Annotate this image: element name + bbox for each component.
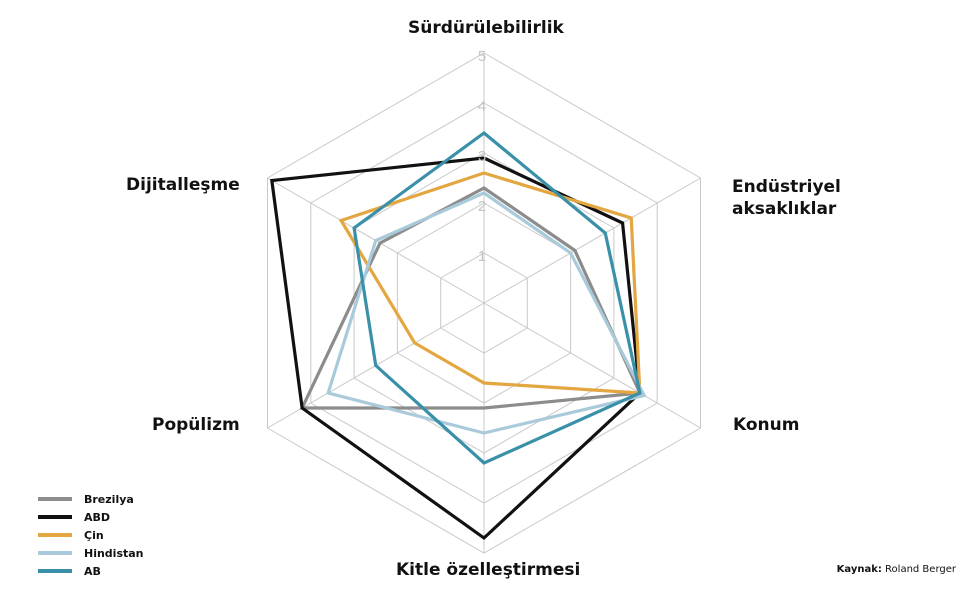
legend-label: AB (84, 564, 101, 578)
scale-ticks: 1 2 3 4 5 (478, 48, 486, 265)
series-line-abd (270, 156, 642, 541)
legend-item-abd: ABD (38, 508, 144, 526)
legend-item-ab: AB (38, 562, 144, 580)
legend-item-cin: Çin (38, 526, 144, 544)
legend-swatch (38, 551, 72, 555)
axis-label-populizm: Popülizm (152, 415, 240, 435)
legend-label: ABD (84, 510, 111, 524)
axis-label-konum: Konum (733, 415, 800, 435)
legend-swatch (38, 569, 72, 573)
axis-label-surdurulebilirlik: Sürdürülebilirlik (408, 18, 564, 38)
legend-swatch (38, 515, 72, 519)
scale-tick-label: 4 (478, 98, 486, 115)
legend-label: Hindistan (84, 546, 144, 560)
legend-label: Çin (84, 528, 104, 542)
scale-tick-label: 3 (478, 148, 486, 165)
scale-tick-label: 2 (478, 198, 486, 215)
series-line-çin (338, 171, 642, 395)
grid-spoke (483, 177, 701, 304)
legend-label: Brezilya (84, 492, 134, 506)
source-label: Kaynak: (836, 564, 882, 575)
series-line-brezilya (299, 186, 643, 410)
grid-spoke (483, 302, 701, 429)
legend-item-hindistan: Hindistan (38, 544, 144, 562)
axis-label-kitle-ozellestirmesi: Kitle özelleştirmesi (396, 560, 581, 580)
source-value: Roland Berger (885, 564, 956, 575)
legend: Brezilya ABD Çin Hindistan AB (38, 490, 144, 580)
axis-label-dijitallesme: Dijitalleşme (126, 175, 240, 195)
axis-label-endustriyel-aksakliklar: Endüstriyel aksaklıklar (732, 177, 841, 219)
series-line-hindistan (326, 191, 647, 435)
scale-tick-label: 5 (478, 48, 486, 65)
legend-item-brezilya: Brezilya (38, 490, 144, 508)
source-note: Kaynak: Roland Berger (837, 564, 956, 575)
series-layer (270, 130, 647, 541)
scale-tick-label: 1 (478, 248, 486, 265)
legend-swatch (38, 533, 72, 537)
legend-swatch (38, 497, 72, 501)
series-line-ab (352, 130, 642, 465)
